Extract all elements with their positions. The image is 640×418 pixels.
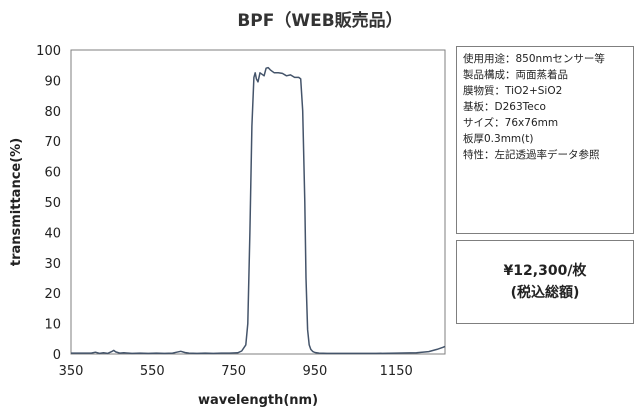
series-layer	[71, 66, 446, 355]
spec-box: 使用用途：850nmセンサー等 製品構成：両面蒸着品 膜物質：TiO2+SiO2 基板…	[456, 46, 634, 234]
x-tick-label: 350	[59, 364, 84, 379]
spec-line: サイズ：76x76mm	[463, 117, 559, 129]
y-tick-label: 10	[44, 318, 61, 333]
plot-area	[70, 49, 446, 355]
spec-line: 製品構成：両面蒸着品	[463, 69, 568, 81]
y-tick-label: 100	[36, 44, 61, 59]
y-tick-label: 90	[44, 74, 61, 89]
y-tick-label: 50	[44, 196, 61, 211]
x-axis-ticks: 350 550 750 950 1150	[59, 364, 413, 379]
y-tick-label: 60	[44, 166, 61, 181]
x-tick-label: 950	[302, 364, 327, 379]
y-tick-label: 20	[44, 287, 61, 302]
y-axis-label: transmittance(%)	[9, 138, 24, 266]
y-tick-label: 30	[44, 257, 61, 272]
price-amount: ¥12,300/枚	[503, 263, 587, 279]
x-tick-label: 750	[221, 364, 246, 379]
price-box: ¥12,300/枚 (税込総額)	[456, 240, 634, 324]
y-tick-label: 80	[44, 105, 61, 120]
x-axis-label: wavelength(nm)	[198, 393, 318, 408]
y-tick-label: 0	[53, 348, 61, 363]
spec-line: 板厚0.3mm(t)	[463, 133, 534, 145]
x-tick-label: 550	[140, 364, 165, 379]
spec-line: 基板：D263Teco	[463, 101, 546, 113]
y-tick-label: 40	[44, 226, 61, 241]
price-note: (税込総額)	[510, 285, 580, 301]
x-tick-label: 1150	[380, 364, 413, 379]
spec-line: 膜物質：TiO2+SiO2	[463, 85, 563, 97]
y-tick-label: 70	[44, 135, 61, 150]
spec-line: 使用用途：850nmセンサー等	[463, 53, 605, 65]
chart-title: BPF（WEB販売品）	[237, 10, 402, 31]
spec-line: 特性：左記透過率データ参照	[463, 149, 600, 161]
y-axis-ticks: 0 10 20 30 40 50 60 70 80 90 100	[36, 44, 61, 363]
transmittance-series-line	[71, 66, 446, 355]
